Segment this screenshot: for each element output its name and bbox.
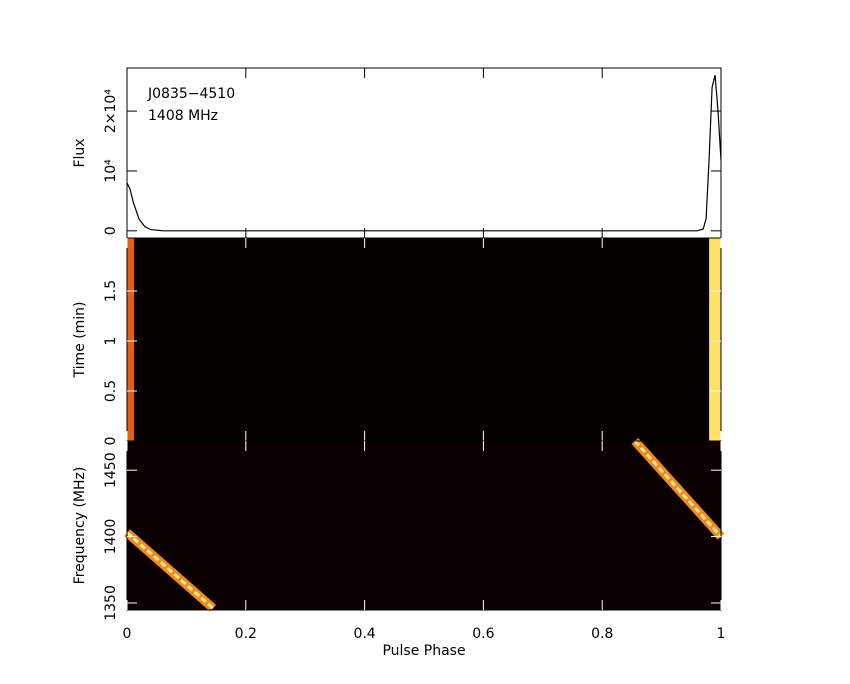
y-tick-label: 1450 [103,452,119,488]
x-tick-label: 0 [123,626,132,642]
y-tick-label: 1 [103,337,119,346]
y-tick-label: 0 [103,226,119,235]
x-axis-label: Pulse Phase [382,643,465,659]
annotation: 1408 MHz [148,108,218,124]
panel-frame [126,440,722,611]
y-tick-label: 1350 [103,585,119,621]
x-tick-label: 0.8 [591,626,613,642]
annotation: J0835−4510 [147,86,235,102]
x-tick-label: 1 [717,626,726,642]
pulse-band [709,238,721,441]
y-axis-label: Time (min) [72,301,88,378]
x-tick-label: 0.4 [353,626,375,642]
panel-bg [127,441,721,610]
y-tick-label: 2×10⁴ [103,89,119,133]
dispersion-sweep-core [633,439,723,538]
y-tick-label: 0 [103,437,119,446]
x-tick-label: 0.2 [235,626,257,642]
pulse-band [127,238,135,441]
dispersion-sweep-core [126,531,215,610]
y-tick-label: 1.5 [103,280,119,302]
y-tick-label: 10⁴ [103,159,119,183]
y-axis-label: Flux [72,138,88,167]
y-tick-label: 1400 [103,519,119,555]
y-axis-label: Frequency (MHz) [72,467,88,585]
y-tick-label: 0.5 [103,380,119,402]
x-tick-label: 0.6 [472,626,494,642]
panel-bg [127,238,721,441]
